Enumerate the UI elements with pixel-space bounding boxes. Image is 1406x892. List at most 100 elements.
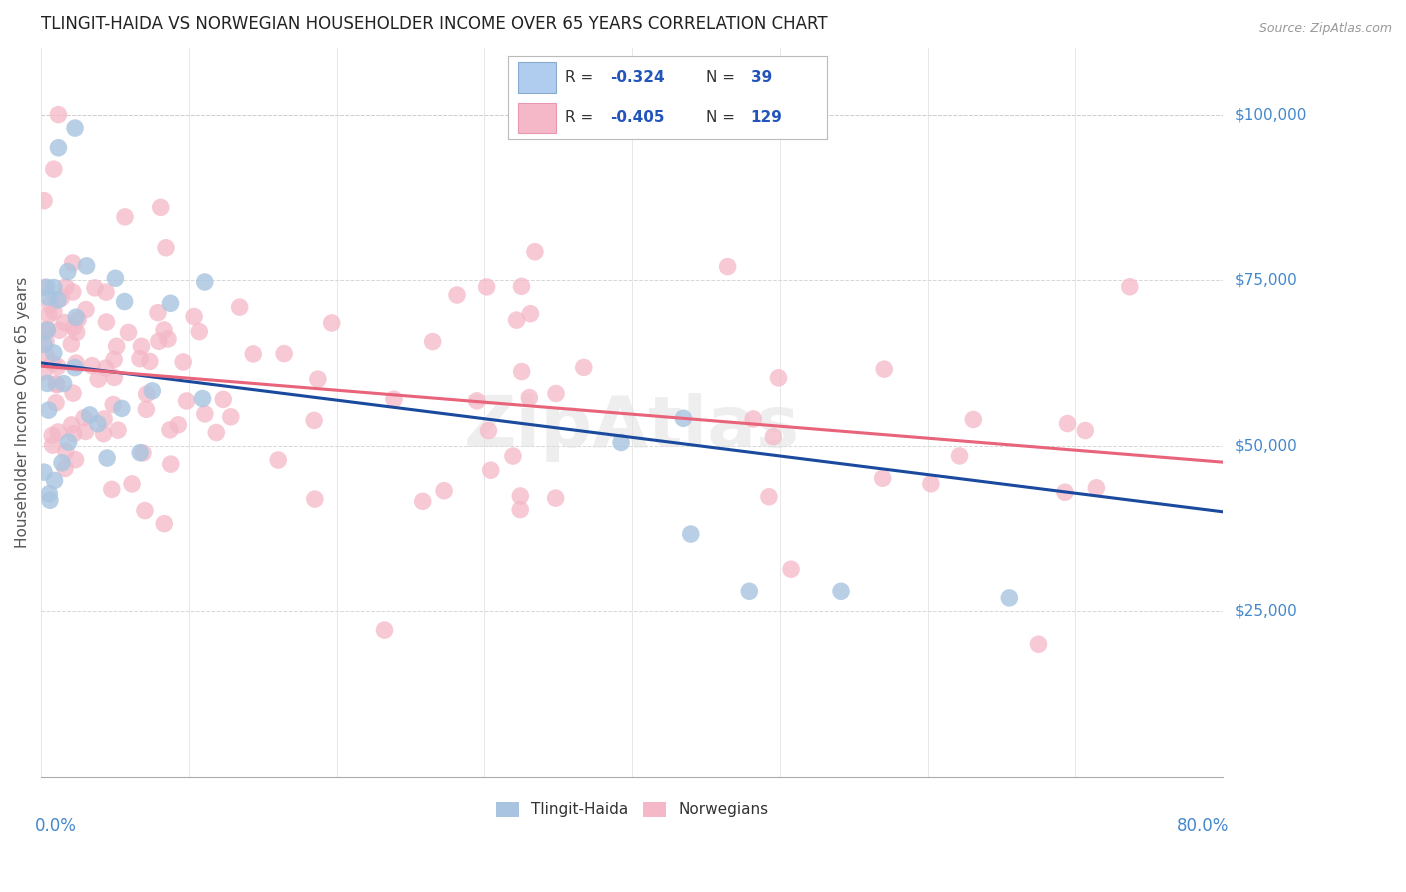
Point: [129, 351, 152, 366]
Point: [114, 294, 136, 309]
Point: [63, 121, 86, 136]
Point: [321, 316, 343, 330]
Point: [509, 502, 531, 516]
Point: [135, 387, 157, 401]
Point: [509, 489, 531, 503]
Point: [48, 141, 70, 155]
Point: [510, 365, 533, 379]
Point: [96, 315, 118, 329]
Text: TLINGIT-HAIDA VS NORWEGIAN HOUSEHOLDER INCOME OVER 65 YEARS CORRELATION CHART: TLINGIT-HAIDA VS NORWEGIAN HOUSEHOLDER I…: [41, 15, 828, 33]
Point: [758, 490, 780, 504]
Point: [998, 591, 1021, 605]
Point: [212, 392, 235, 407]
Point: [141, 384, 163, 398]
Point: [60, 417, 83, 432]
Point: [1056, 417, 1078, 431]
Point: [510, 279, 533, 293]
Point: [103, 370, 125, 384]
Point: [49, 291, 72, 305]
Point: [948, 449, 970, 463]
Point: [134, 503, 156, 517]
Point: [84, 281, 107, 295]
Point: [37, 376, 59, 391]
Point: [35, 280, 58, 294]
Point: [75, 425, 97, 439]
Point: [191, 392, 214, 406]
Point: [117, 326, 139, 340]
Point: [87, 372, 110, 386]
Point: [159, 457, 181, 471]
Point: [111, 401, 134, 416]
Point: [517, 391, 540, 405]
Point: [672, 411, 695, 425]
Point: [382, 392, 405, 407]
Point: [42, 346, 65, 360]
Point: [38, 403, 60, 417]
Point: [872, 471, 894, 485]
Point: [53, 316, 76, 330]
Point: [1119, 279, 1142, 293]
Text: 80.0%: 80.0%: [1177, 817, 1229, 835]
Point: [32, 280, 55, 294]
Point: [93, 412, 115, 426]
Point: [873, 362, 896, 376]
Point: [830, 584, 852, 599]
Point: [146, 305, 169, 319]
Point: [1085, 481, 1108, 495]
Point: [717, 260, 740, 274]
Point: [46, 359, 69, 374]
Point: [62, 386, 84, 401]
Point: [79, 408, 101, 422]
Point: [32, 465, 55, 479]
Point: [412, 494, 434, 508]
Point: [76, 259, 98, 273]
Point: [148, 334, 170, 349]
Point: [38, 486, 60, 500]
Point: [34, 324, 56, 338]
Point: [65, 310, 87, 325]
Point: [505, 313, 527, 327]
Point: [121, 476, 143, 491]
Point: [32, 365, 55, 379]
Point: [1053, 485, 1076, 500]
Point: [153, 323, 176, 337]
Point: [65, 356, 87, 370]
Point: [58, 435, 80, 450]
Point: [205, 425, 228, 440]
Point: [73, 410, 96, 425]
Point: [267, 453, 290, 467]
Point: [35, 322, 58, 336]
Point: [176, 394, 198, 409]
Point: [94, 361, 117, 376]
Point: [129, 445, 152, 459]
Text: $50,000: $50,000: [1234, 438, 1296, 453]
Point: [41, 438, 63, 452]
Point: [742, 412, 765, 426]
Point: [45, 396, 67, 410]
Point: [446, 288, 468, 302]
Text: ZipAtlas: ZipAtlas: [464, 392, 800, 461]
Point: [502, 449, 524, 463]
Point: [920, 476, 942, 491]
Point: [38, 308, 60, 322]
Point: [422, 334, 444, 349]
Point: [41, 428, 63, 442]
Point: [32, 194, 55, 208]
Point: [1074, 424, 1097, 438]
Point: [768, 371, 790, 385]
Point: [56, 264, 79, 278]
Point: [39, 297, 62, 311]
Y-axis label: Householder Income Over 65 years: Householder Income Over 65 years: [15, 277, 30, 549]
Point: [149, 200, 172, 214]
Point: [159, 423, 181, 437]
Point: [523, 244, 546, 259]
Point: [65, 452, 87, 467]
Point: [42, 280, 65, 294]
Point: [304, 491, 326, 506]
Point: [780, 562, 803, 576]
Point: [188, 325, 211, 339]
Point: [38, 290, 60, 304]
Point: [183, 310, 205, 324]
Text: $25,000: $25,000: [1234, 604, 1296, 619]
Point: [103, 352, 125, 367]
